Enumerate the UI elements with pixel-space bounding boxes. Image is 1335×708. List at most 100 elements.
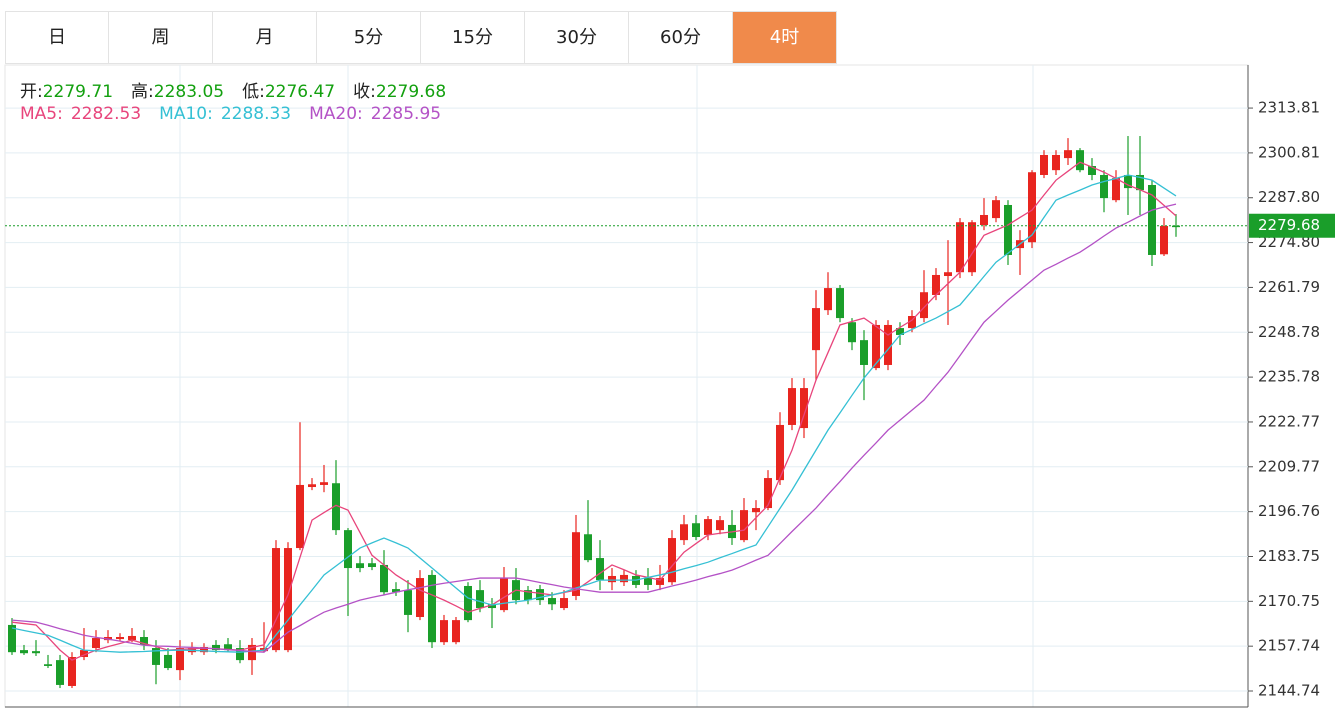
candle-body: [692, 523, 700, 538]
period-tab[interactable]: 4时: [733, 12, 837, 64]
candle-body: [524, 590, 532, 601]
candle-body: [416, 578, 424, 618]
candle-body: [1100, 174, 1108, 199]
candle-body: [896, 328, 904, 335]
candle-body: [824, 288, 832, 311]
candle-body: [200, 647, 208, 653]
candle-body: [236, 648, 244, 661]
candle-body: [488, 604, 496, 609]
candle-body: [428, 574, 436, 643]
ohlc-value: 2276.47: [264, 82, 336, 102]
y-tick-label: 2209.77: [1258, 457, 1320, 475]
candle-body: [1028, 172, 1036, 243]
candle-body: [656, 578, 664, 585]
period-tab[interactable]: 15分: [421, 12, 525, 64]
candle-body: [452, 620, 460, 643]
candle-body: [992, 200, 1000, 219]
candle-body: [596, 558, 604, 581]
candle-body: [1088, 166, 1096, 175]
ma-legend: MA5: 2282.53 MA10: 2288.33 MA20: 2285.95: [20, 104, 459, 124]
ohlc-label: 低:: [242, 82, 265, 102]
candle-body: [32, 651, 40, 654]
candle-body: [608, 575, 616, 583]
candle-body: [44, 664, 52, 666]
last-price-label: 2279.68: [1258, 216, 1320, 234]
candle-body: [140, 637, 148, 645]
legend-value: 2282.53: [70, 104, 142, 124]
candle-body: [272, 548, 280, 651]
legend-name: MA10:: [159, 104, 213, 124]
candle-body: [1112, 178, 1120, 201]
last-price-box: [1249, 213, 1335, 238]
candle-body: [284, 548, 292, 651]
candle-body: [1160, 226, 1168, 255]
candle-body: [788, 388, 796, 425]
period-tab[interactable]: 30分: [525, 12, 629, 64]
legend-value: 2288.33: [220, 104, 292, 124]
ohlc-value: 2279.71: [42, 82, 114, 102]
candle-body: [248, 644, 256, 661]
period-tab[interactable]: 周: [109, 12, 213, 64]
candle-body: [980, 214, 988, 225]
candle-body: [704, 519, 712, 535]
candle-body: [1040, 154, 1048, 175]
ma-line: [11, 203, 1177, 653]
candle-body: [212, 644, 220, 651]
candle-body: [404, 590, 412, 615]
candle-body: [20, 650, 28, 654]
candle-body: [368, 563, 376, 568]
candle-body: [1064, 150, 1072, 159]
candle-body: [560, 598, 568, 609]
candle-body: [116, 637, 124, 640]
candle-body: [92, 638, 100, 649]
period-tab[interactable]: 月: [213, 12, 317, 64]
candle-body: [932, 274, 940, 295]
candle-body: [644, 578, 652, 585]
candle-body: [872, 324, 880, 369]
y-tick-label: 2300.81: [1258, 143, 1320, 161]
candle-body: [860, 340, 868, 365]
candle-body: [944, 272, 952, 277]
ohlc-label: 高:: [131, 82, 154, 102]
candle-body: [812, 308, 820, 351]
legend-name: MA20:: [309, 104, 363, 124]
candle-body: [1136, 174, 1144, 191]
y-tick-label: 2196.76: [1258, 502, 1320, 520]
candle-body: [716, 520, 724, 531]
candle-body: [848, 322, 856, 343]
ma-line: [11, 174, 1177, 653]
y-tick-label: 2287.80: [1258, 188, 1320, 206]
candle-body: [476, 590, 484, 609]
candle-body: [536, 589, 544, 601]
candle-body: [308, 484, 316, 488]
period-tab[interactable]: 日: [5, 12, 109, 64]
candle-body: [440, 620, 448, 643]
candle-body: [920, 292, 928, 319]
plot-frame: [4, 64, 1249, 708]
y-tick-label: 2222.77: [1258, 412, 1320, 430]
candle-body: [908, 316, 916, 329]
y-tick-label: 2235.78: [1258, 368, 1320, 386]
candle-body: [1124, 174, 1132, 189]
candle-body: [380, 564, 388, 593]
candle-body: [740, 510, 748, 541]
period-tabs: 日周月 5分 15分 30分 60分 4时: [5, 11, 837, 65]
candle-body: [1052, 154, 1060, 171]
ohlc-label: 开:: [20, 82, 43, 102]
candle-body: [464, 585, 472, 621]
candle-body: [224, 644, 232, 651]
period-tab[interactable]: 60分: [629, 12, 733, 64]
period-tab[interactable]: 5分: [317, 12, 421, 64]
candle-body: [332, 483, 340, 531]
candle-body: [344, 530, 352, 569]
candle-body: [680, 524, 688, 541]
candle-body: [1004, 204, 1012, 255]
candle-body: [392, 589, 400, 593]
ohlc-value: 2279.68: [375, 82, 447, 102]
candle-body: [584, 534, 592, 561]
candle-body: [548, 598, 556, 605]
ma-line: [11, 161, 1177, 661]
candle-body: [128, 635, 136, 641]
candle-body: [8, 624, 16, 653]
